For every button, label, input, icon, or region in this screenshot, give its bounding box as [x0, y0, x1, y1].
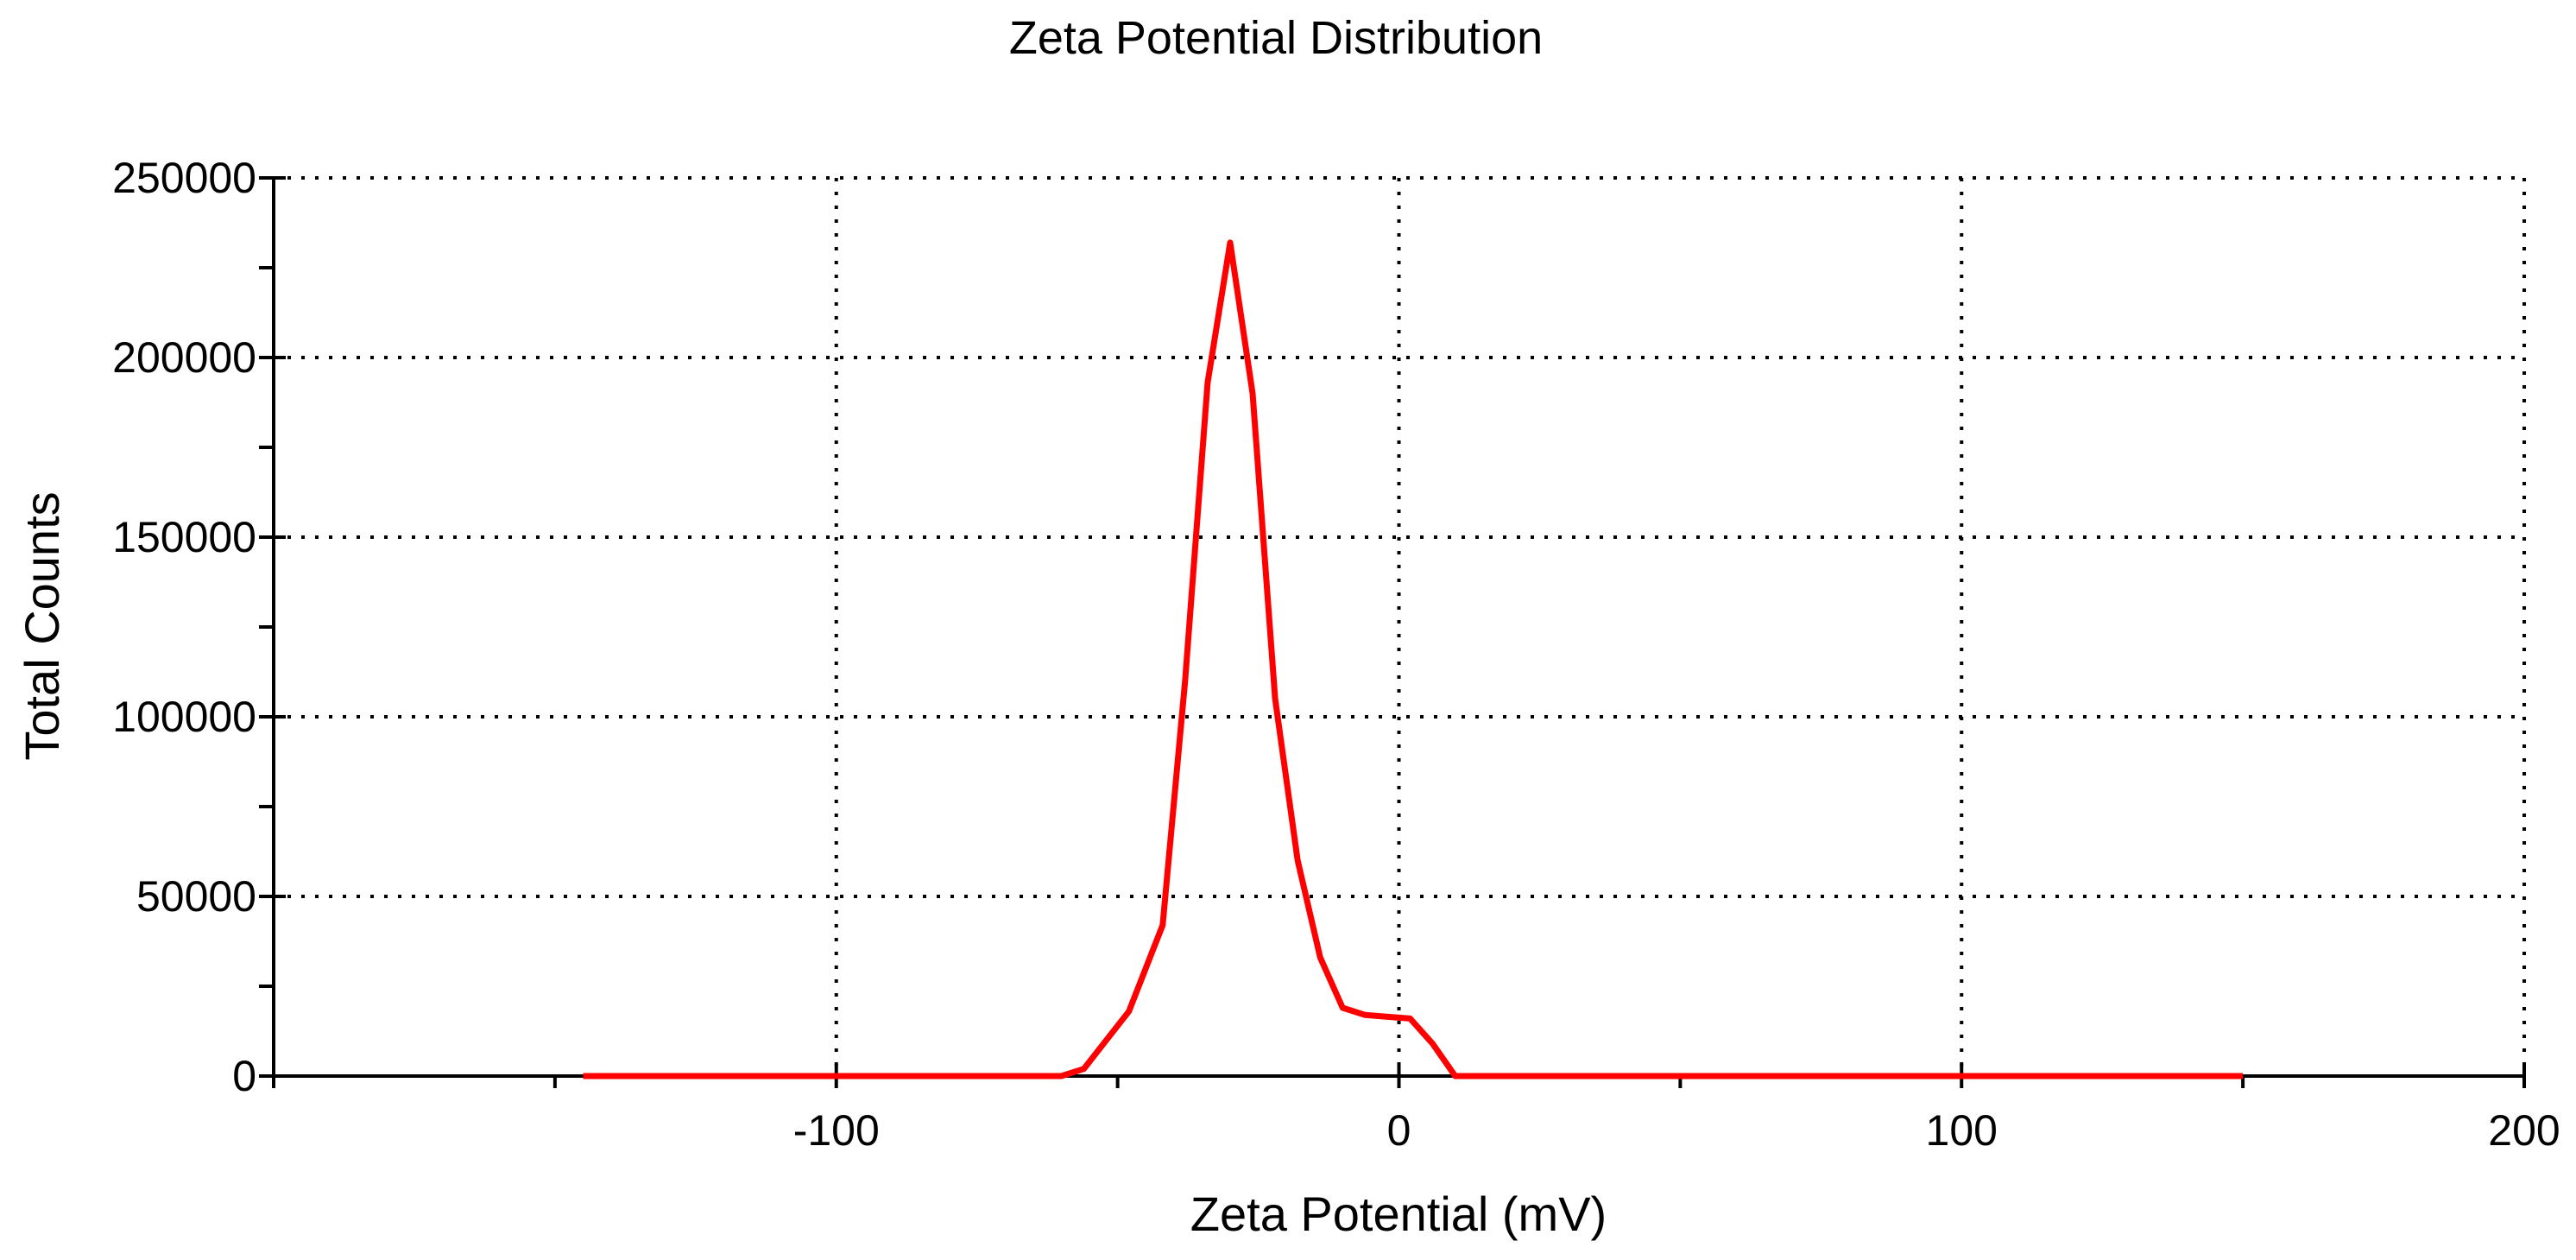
x-tick-label: 0 [1387, 1106, 1411, 1155]
series-layer [583, 239, 2244, 1080]
y-tick-label: 150000 [112, 513, 256, 561]
y-tick-label: 0 [232, 1052, 256, 1100]
chart-title: Zeta Potential Distribution [1009, 12, 1543, 64]
y-tick-label: 100000 [112, 693, 256, 741]
axis-ticks: 0 50000 100000 150000 200000 250000 -100 0 100 20… [112, 154, 2560, 1155]
series-line [583, 239, 2244, 1080]
y-axis-label: Total Counts [15, 491, 69, 760]
x-axis-label: Zeta Potential (mV) [1190, 1187, 1607, 1241]
x-tick-label: 200 [2488, 1106, 2560, 1155]
axes [272, 176, 2526, 1078]
x-tick-label: -100 [793, 1106, 880, 1155]
y-tick-label: 250000 [112, 154, 256, 202]
y-tick-label: 200000 [112, 333, 256, 382]
grid-lines [274, 176, 2526, 1076]
y-tick-label: 50000 [136, 872, 256, 921]
x-tick-label: 100 [1926, 1106, 1998, 1155]
